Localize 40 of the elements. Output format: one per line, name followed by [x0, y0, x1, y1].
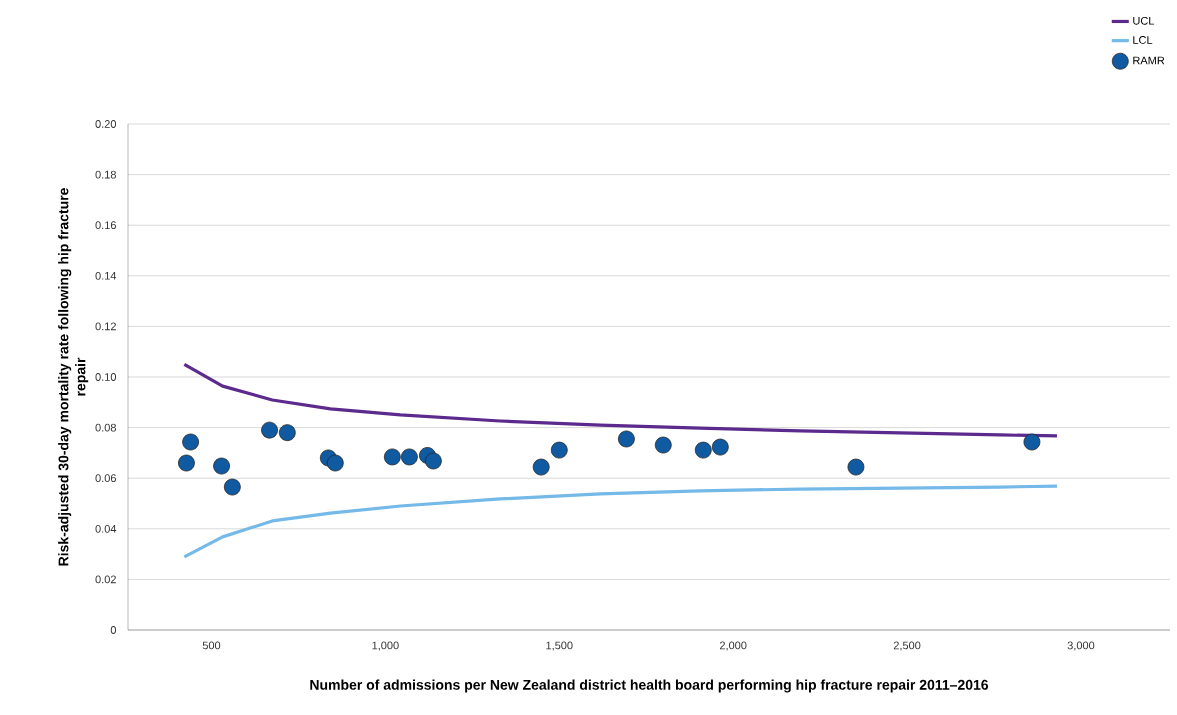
- point: [711, 438, 729, 456]
- y-tick-label: 0.16: [95, 221, 116, 230]
- point: [694, 441, 712, 459]
- point: [424, 452, 442, 470]
- point: [550, 441, 568, 459]
- y-tick-label: 0.20: [95, 120, 117, 128]
- y-tick-label: 0: [110, 626, 117, 634]
- point: [654, 436, 672, 454]
- y-tick-label: 0.06: [95, 474, 116, 483]
- point: [1023, 433, 1041, 451]
- point: [223, 478, 241, 496]
- y-tick-label: 0.18: [95, 170, 116, 179]
- point: [618, 430, 635, 448]
- y-tick-label: 0.14: [95, 271, 117, 280]
- y-axis-title: Risk-adjusted 30-day mortality rate following hip fracture repair: [58, 188, 89, 566]
- point: [847, 458, 865, 476]
- point: [182, 433, 200, 451]
- point: [278, 424, 296, 442]
- legend-label: LCL: [1133, 36, 1153, 44]
- legend-label: UCL: [1133, 16, 1155, 25]
- x-tick-label: 2,500: [893, 641, 921, 651]
- point: [261, 421, 278, 439]
- x-tick-label: 2,000: [719, 641, 747, 651]
- point: [213, 457, 230, 475]
- x-tick-label: 1,000: [372, 641, 399, 651]
- point: [383, 448, 401, 466]
- x-tick-label: 3,000: [1067, 641, 1095, 651]
- x-tick-label: 500: [202, 641, 221, 650]
- point: [400, 448, 418, 466]
- point: [532, 458, 550, 476]
- y-tick-label: 0.10: [95, 373, 117, 381]
- y-tick-label: 0.08: [95, 423, 116, 432]
- legend-label: RAMR: [1133, 56, 1165, 65]
- y-tick-label: 0.04: [95, 524, 117, 533]
- y-tick-label: 0.12: [95, 322, 116, 331]
- y-tick-label: 0.02: [95, 575, 116, 584]
- point: [326, 454, 344, 472]
- x-tick-label: 1,500: [546, 641, 573, 651]
- point: [178, 454, 195, 472]
- x-axis-title: Number of admissions per New Zealand district health board performing hip fracture repair 2011–2016: [310, 679, 989, 693]
